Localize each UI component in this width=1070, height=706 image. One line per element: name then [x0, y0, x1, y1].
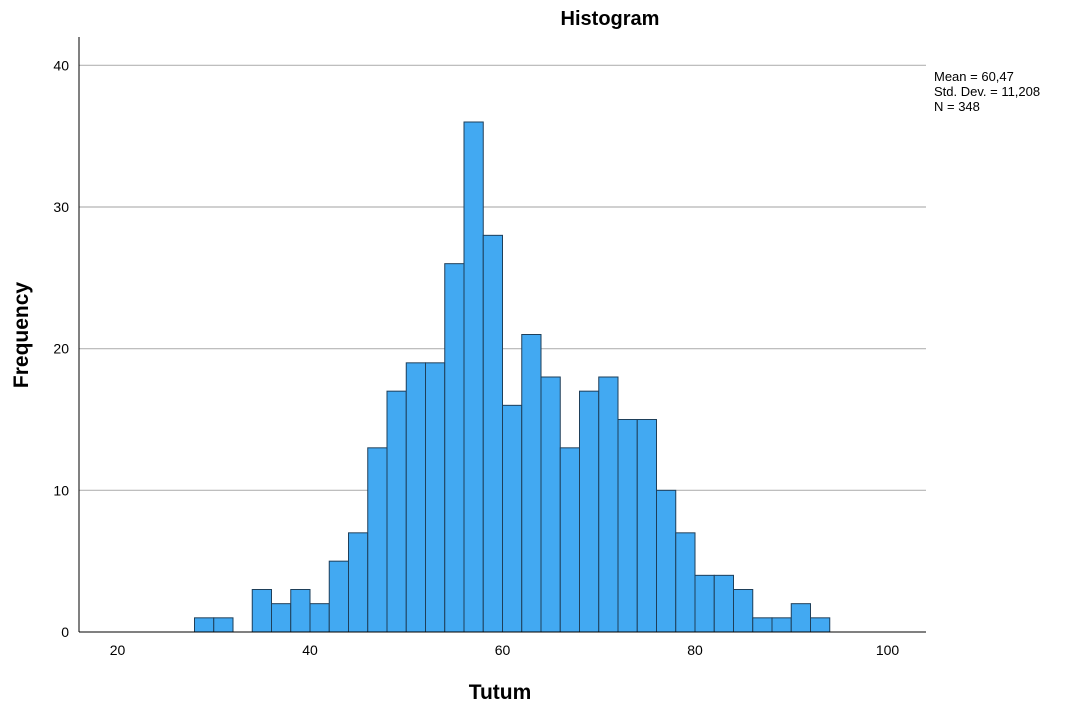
y-axis-title: Frequency: [10, 282, 33, 389]
chart-title: Histogram: [561, 8, 660, 30]
histogram-bar: [290, 589, 311, 633]
histogram-bar: [713, 574, 734, 633]
histogram-bar: [579, 390, 600, 633]
y-tick-label: 10: [53, 482, 69, 498]
histogram-bar: [559, 447, 580, 633]
histogram-bar: [405, 362, 426, 633]
x-axis-title: Tutum: [469, 681, 532, 704]
histogram-bar: [194, 617, 215, 633]
histogram-bar: [752, 617, 773, 633]
x-tick-label: 80: [687, 642, 703, 658]
y-tick-label: 20: [53, 341, 69, 357]
histogram-bar: [521, 334, 542, 633]
histogram-bar: [790, 603, 811, 633]
histogram-bar: [675, 532, 696, 633]
x-tick-label: 20: [110, 642, 126, 658]
histogram-bar: [636, 419, 657, 633]
histogram-bar: [463, 121, 484, 633]
histogram-bar: [251, 589, 272, 633]
histogram-bar: [771, 617, 792, 633]
histogram-bar: [444, 263, 465, 633]
stats-box: Mean = 60,47 Std. Dev. = 11,208 N = 348: [934, 69, 1040, 114]
histogram-bar: [617, 419, 638, 633]
histogram-bar: [656, 489, 677, 633]
histogram-bar: [540, 376, 561, 633]
histogram-bar: [213, 617, 234, 633]
y-tick-label: 0: [61, 624, 69, 640]
histogram-bar: [328, 560, 349, 633]
stat-mean: Mean = 60,47: [934, 69, 1014, 84]
histogram-bar: [425, 362, 446, 633]
histogram-bar: [502, 404, 523, 633]
histogram-bar: [598, 376, 619, 633]
x-tick-label: 100: [876, 642, 900, 658]
stat-n: N = 348: [934, 99, 980, 114]
histogram-bar: [367, 447, 388, 633]
histogram-bar: [309, 603, 330, 633]
axes: [78, 37, 926, 633]
histogram-bar: [482, 234, 503, 633]
x-tick-label: 60: [495, 642, 511, 658]
histogram-bar: [694, 574, 715, 633]
histogram-bar: [810, 617, 831, 633]
histogram-bar: [386, 390, 407, 633]
histogram-bar: [271, 603, 292, 633]
x-tick-label: 40: [302, 642, 318, 658]
bars: [194, 121, 831, 633]
y-tick-label: 40: [53, 57, 69, 73]
y-tick-label: 30: [53, 199, 69, 215]
histogram-bar: [733, 589, 754, 633]
histogram-bar: [348, 532, 369, 633]
stat-std-dev: Std. Dev. = 11,208: [934, 84, 1040, 99]
tick-labels: 0 10 20 30 40 20 40 60 80 100: [53, 57, 899, 658]
